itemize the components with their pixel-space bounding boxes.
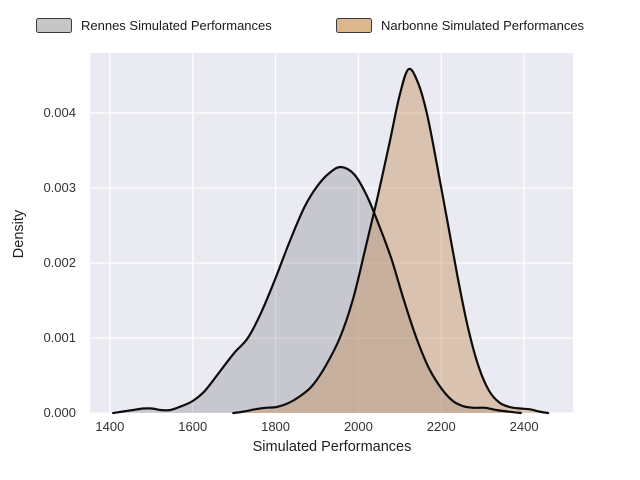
rennes-density-fill <box>113 166 521 413</box>
narbonne-density-curve <box>232 67 550 415</box>
y-tick-label: 0.000 <box>43 405 76 420</box>
rennes-density-curve <box>112 165 522 415</box>
y-tick-label: 0.002 <box>43 255 76 270</box>
y-tick-label: 0.004 <box>43 105 76 120</box>
x-axis-label: Simulated Performances <box>252 439 412 455</box>
x-tick-label: 1800 <box>261 419 291 434</box>
legend-item-rennes[interactable]: Rennes Simulated Performances <box>36 18 272 33</box>
x-tick-label: 2200 <box>426 419 456 434</box>
rennes-legend-label: Rennes Simulated Performances <box>81 18 272 33</box>
narbonne-density-fill <box>233 68 549 413</box>
y-tick-label: 0.001 <box>43 330 76 345</box>
rennes-swatch <box>36 18 72 33</box>
narbonne-legend-label: Narbonne Simulated Performances <box>381 18 585 33</box>
y-axis-label: Density <box>11 209 27 259</box>
x-tick-label: 1600 <box>178 419 208 434</box>
narbonne-swatch <box>336 18 372 33</box>
legend-item-narbonne[interactable]: Narbonne Simulated Performances <box>336 18 584 33</box>
x-tick-label: 2400 <box>509 419 539 434</box>
x-tick-label: 1400 <box>95 419 125 434</box>
y-tick-label: 0.003 <box>43 180 76 195</box>
x-tick-label: 2000 <box>343 419 373 434</box>
